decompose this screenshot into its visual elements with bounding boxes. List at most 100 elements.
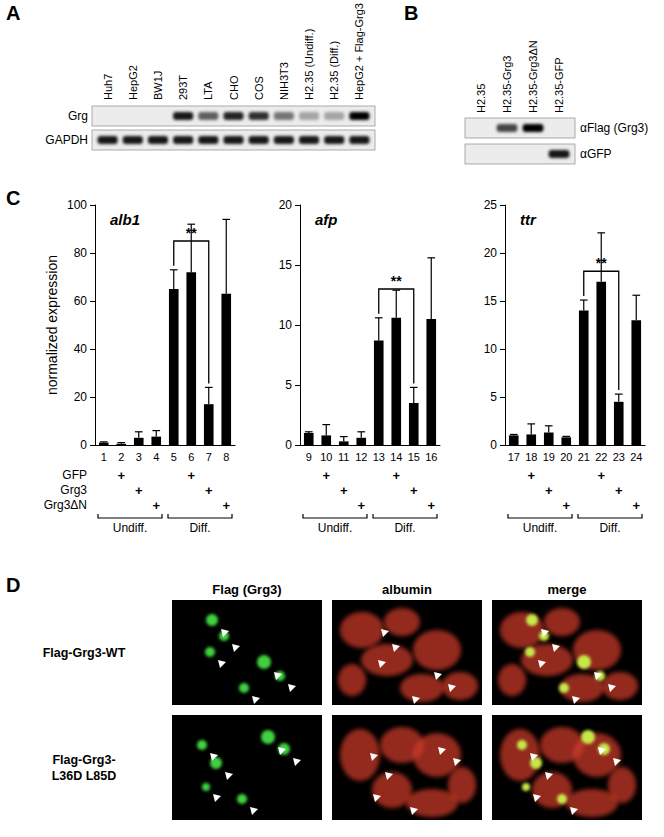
svg-text:Grg3: Grg3	[60, 483, 87, 497]
svg-text:Diff.: Diff.	[189, 521, 210, 535]
svg-text:albumin: albumin	[382, 582, 432, 597]
svg-text:+: +	[205, 483, 213, 498]
svg-text:5: 5	[490, 390, 497, 404]
svg-text:HepG2: HepG2	[127, 65, 139, 100]
svg-text:HepG2 + Flag-Grg3: HepG2 + Flag-Grg3	[353, 3, 365, 100]
svg-text:Huh7: Huh7	[102, 74, 114, 100]
svg-text:H2.35 (Diff.): H2.35 (Diff.)	[328, 41, 340, 100]
svg-text:+: +	[187, 468, 195, 483]
svg-text:15: 15	[484, 294, 498, 308]
svg-text:11: 11	[338, 451, 349, 463]
svg-text:20: 20	[560, 451, 572, 463]
svg-text:afp: afp	[315, 211, 338, 228]
svg-text:**: **	[186, 225, 197, 241]
svg-text:20: 20	[484, 246, 498, 260]
svg-text:normalized expression: normalized expression	[44, 255, 60, 395]
svg-text:H2.35 (Undiff.): H2.35 (Undiff.)	[303, 29, 315, 100]
svg-text:+: +	[427, 498, 435, 513]
svg-text:+: +	[597, 468, 605, 483]
svg-text:100: 100	[67, 198, 87, 212]
svg-text:Diff.: Diff.	[599, 521, 620, 535]
svg-text:+: +	[340, 483, 348, 498]
svg-text:7: 7	[206, 451, 212, 463]
svg-text:+: +	[632, 498, 640, 513]
svg-text:15: 15	[408, 451, 420, 463]
svg-text:GAPDH: GAPDH	[45, 133, 88, 147]
svg-text:14: 14	[390, 451, 402, 463]
svg-text:3: 3	[136, 451, 142, 463]
svg-text:5: 5	[171, 451, 177, 463]
svg-text:+: +	[615, 483, 623, 498]
svg-text:αGFP: αGFP	[580, 147, 612, 161]
svg-text:13: 13	[373, 451, 385, 463]
svg-text:4: 4	[153, 451, 159, 463]
svg-text:1: 1	[101, 451, 107, 463]
svg-text:80: 80	[74, 246, 88, 260]
svg-text:B: B	[404, 2, 418, 24]
svg-text:20: 20	[74, 390, 88, 404]
svg-text:22: 22	[595, 451, 607, 463]
svg-text:C: C	[6, 187, 20, 209]
svg-text:12: 12	[355, 451, 367, 463]
svg-text:0: 0	[80, 438, 87, 452]
svg-text:H2.35-Grg3ΔN: H2.35-Grg3ΔN	[527, 40, 539, 113]
svg-text:+: +	[117, 468, 125, 483]
svg-text:+: +	[545, 483, 553, 498]
svg-text:6: 6	[188, 451, 194, 463]
svg-text:23: 23	[613, 451, 625, 463]
svg-text:Flag (Grg3): Flag (Grg3)	[212, 582, 281, 597]
svg-text:9: 9	[306, 451, 312, 463]
svg-text:NIH3T3: NIH3T3	[278, 62, 290, 100]
svg-text:+: +	[527, 468, 535, 483]
svg-text:2: 2	[118, 451, 124, 463]
svg-text:25: 25	[484, 198, 498, 212]
svg-text:Grg3ΔN: Grg3ΔN	[44, 498, 87, 512]
svg-text:+: +	[222, 498, 230, 513]
svg-text:15: 15	[279, 258, 293, 272]
svg-text:+: +	[152, 498, 160, 513]
svg-text:+: +	[410, 483, 418, 498]
svg-text:10: 10	[484, 342, 498, 356]
svg-text:Flag-Grg3-: Flag-Grg3-	[52, 753, 115, 767]
svg-text:H2.35-GFP: H2.35-GFP	[553, 57, 565, 113]
svg-text:293T: 293T	[177, 75, 189, 100]
svg-text:merge: merge	[547, 582, 586, 597]
svg-text:17: 17	[508, 451, 520, 463]
svg-text:H2.35: H2.35	[475, 84, 487, 113]
svg-text:8: 8	[223, 451, 229, 463]
svg-text:24: 24	[630, 451, 642, 463]
svg-text:40: 40	[74, 342, 88, 356]
svg-text:+: +	[562, 498, 570, 513]
svg-text:0: 0	[285, 438, 292, 452]
svg-text:**: **	[596, 255, 607, 271]
svg-text:Undiff.: Undiff.	[523, 521, 557, 535]
svg-text:+: +	[322, 468, 330, 483]
svg-text:+: +	[357, 498, 365, 513]
svg-text:10: 10	[320, 451, 332, 463]
svg-text:BW1J: BW1J	[152, 71, 164, 100]
svg-text:Grg: Grg	[68, 109, 88, 123]
svg-text:**: **	[391, 273, 402, 289]
svg-text:21: 21	[578, 451, 590, 463]
svg-text:5: 5	[285, 378, 292, 392]
svg-text:αFlag (Grg3): αFlag (Grg3)	[580, 121, 648, 135]
svg-text:+: +	[135, 483, 143, 498]
svg-text:H2.35-Grg3: H2.35-Grg3	[501, 56, 513, 113]
svg-text:ttr: ttr	[520, 211, 537, 228]
svg-text:COS: COS	[253, 76, 265, 100]
svg-text:LTA: LTA	[202, 81, 214, 100]
svg-text:0: 0	[490, 438, 497, 452]
svg-text:CHO: CHO	[228, 75, 240, 100]
svg-text:16: 16	[425, 451, 437, 463]
svg-text:Undiff.: Undiff.	[113, 521, 147, 535]
svg-text:D: D	[6, 574, 20, 596]
svg-text:20: 20	[279, 198, 293, 212]
svg-text:10: 10	[279, 318, 293, 332]
svg-text:L36D L85D: L36D L85D	[52, 769, 117, 783]
svg-text:Diff.: Diff.	[394, 521, 415, 535]
svg-text:A: A	[6, 2, 20, 24]
svg-text:18: 18	[525, 451, 537, 463]
svg-text:60: 60	[74, 294, 88, 308]
svg-text:19: 19	[543, 451, 555, 463]
svg-text:Flag-Grg3-WT: Flag-Grg3-WT	[43, 646, 126, 660]
